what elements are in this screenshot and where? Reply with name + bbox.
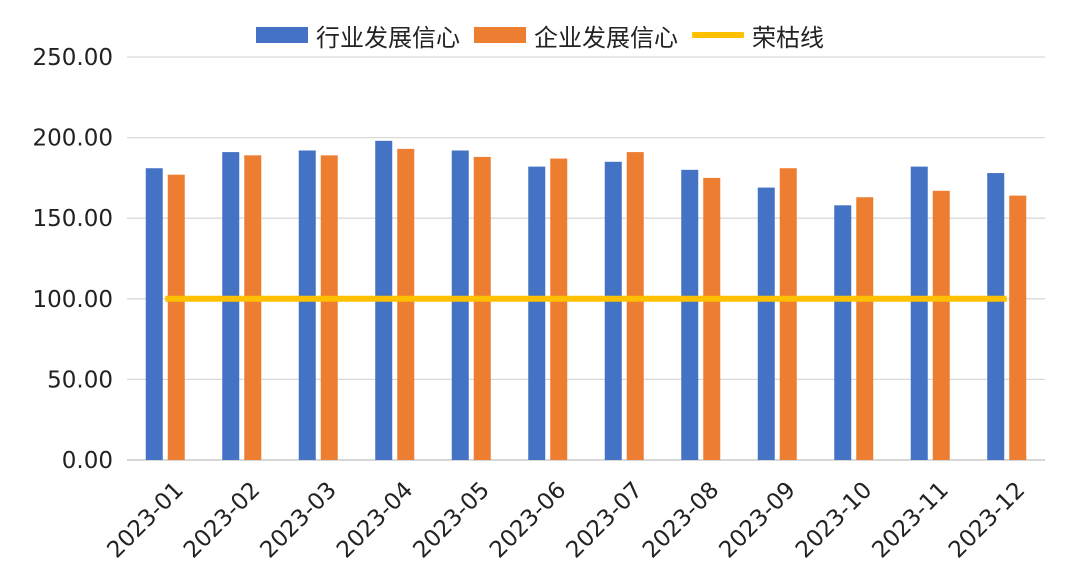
x-tick-label: 2023-07	[561, 477, 647, 563]
x-tick-label: 2023-10	[791, 477, 877, 563]
legend-item-industry: 行业发展信心	[256, 18, 460, 53]
chart-legend: 行业发展信心 企业发展信心 荣枯线	[0, 18, 1080, 52]
x-tick-label: 2023-03	[255, 477, 341, 563]
bar-industry	[145, 168, 163, 460]
x-tick-label: 2023-11	[867, 477, 953, 563]
legend-swatch-enterprise	[474, 27, 526, 43]
y-tick-label: 200.00	[33, 126, 113, 152]
bar-industry	[681, 169, 699, 460]
x-tick-label: 2023-01	[102, 477, 188, 563]
bar-enterprise	[397, 148, 415, 460]
bar-enterprise	[244, 155, 262, 460]
bar-industry	[451, 150, 469, 460]
legend-label-line: 荣枯线	[752, 23, 824, 52]
bar-industry	[987, 173, 1005, 460]
bar-enterprise	[703, 177, 721, 460]
bar-industry	[222, 152, 240, 460]
x-tick-label: 2023-06	[485, 477, 571, 563]
bar-industry	[834, 205, 852, 460]
legend-item-line: 荣枯线	[692, 18, 824, 53]
bar-enterprise	[320, 155, 338, 460]
y-tick-label: 250.00	[33, 45, 113, 71]
bar-enterprise	[932, 190, 950, 460]
bar-enterprise	[167, 174, 185, 460]
x-tick-label: 2023-09	[714, 477, 800, 563]
x-tick-label: 2023-12	[944, 477, 1030, 563]
y-tick-label: 100.00	[33, 287, 113, 313]
bar-industry	[528, 166, 546, 460]
x-tick-label: 2023-02	[179, 477, 265, 563]
bar-enterprise	[550, 158, 568, 460]
x-tick-label: 2023-04	[332, 477, 418, 563]
legend-label-enterprise: 企业发展信心	[534, 23, 678, 52]
bar-industry	[910, 166, 928, 460]
bar-industry	[604, 161, 622, 460]
bar-industry	[757, 187, 775, 460]
x-axis: 2023-012023-022023-032023-042023-052023-…	[102, 477, 1030, 563]
legend-item-enterprise: 企业发展信心	[474, 18, 678, 53]
grid-lines	[127, 56, 1045, 461]
bar-enterprise	[1009, 195, 1027, 460]
bar-enterprise	[473, 156, 491, 460]
x-tick-label: 2023-05	[408, 477, 494, 563]
bar-enterprise	[856, 197, 874, 460]
bar-enterprise	[779, 168, 797, 460]
y-tick-label: 50.00	[47, 367, 113, 393]
bar-industry	[298, 150, 316, 460]
y-tick-label: 0.00	[62, 448, 113, 474]
x-tick-label: 2023-08	[638, 477, 724, 563]
bar-enterprise	[626, 152, 644, 460]
legend-swatch-line	[692, 32, 744, 38]
legend-swatch-industry	[256, 27, 308, 43]
y-axis: 0.00 50.00 100.00 150.00 200.00 250.00	[33, 45, 113, 474]
legend-label-industry: 行业发展信心	[316, 23, 460, 52]
y-tick-label: 150.00	[33, 206, 113, 232]
